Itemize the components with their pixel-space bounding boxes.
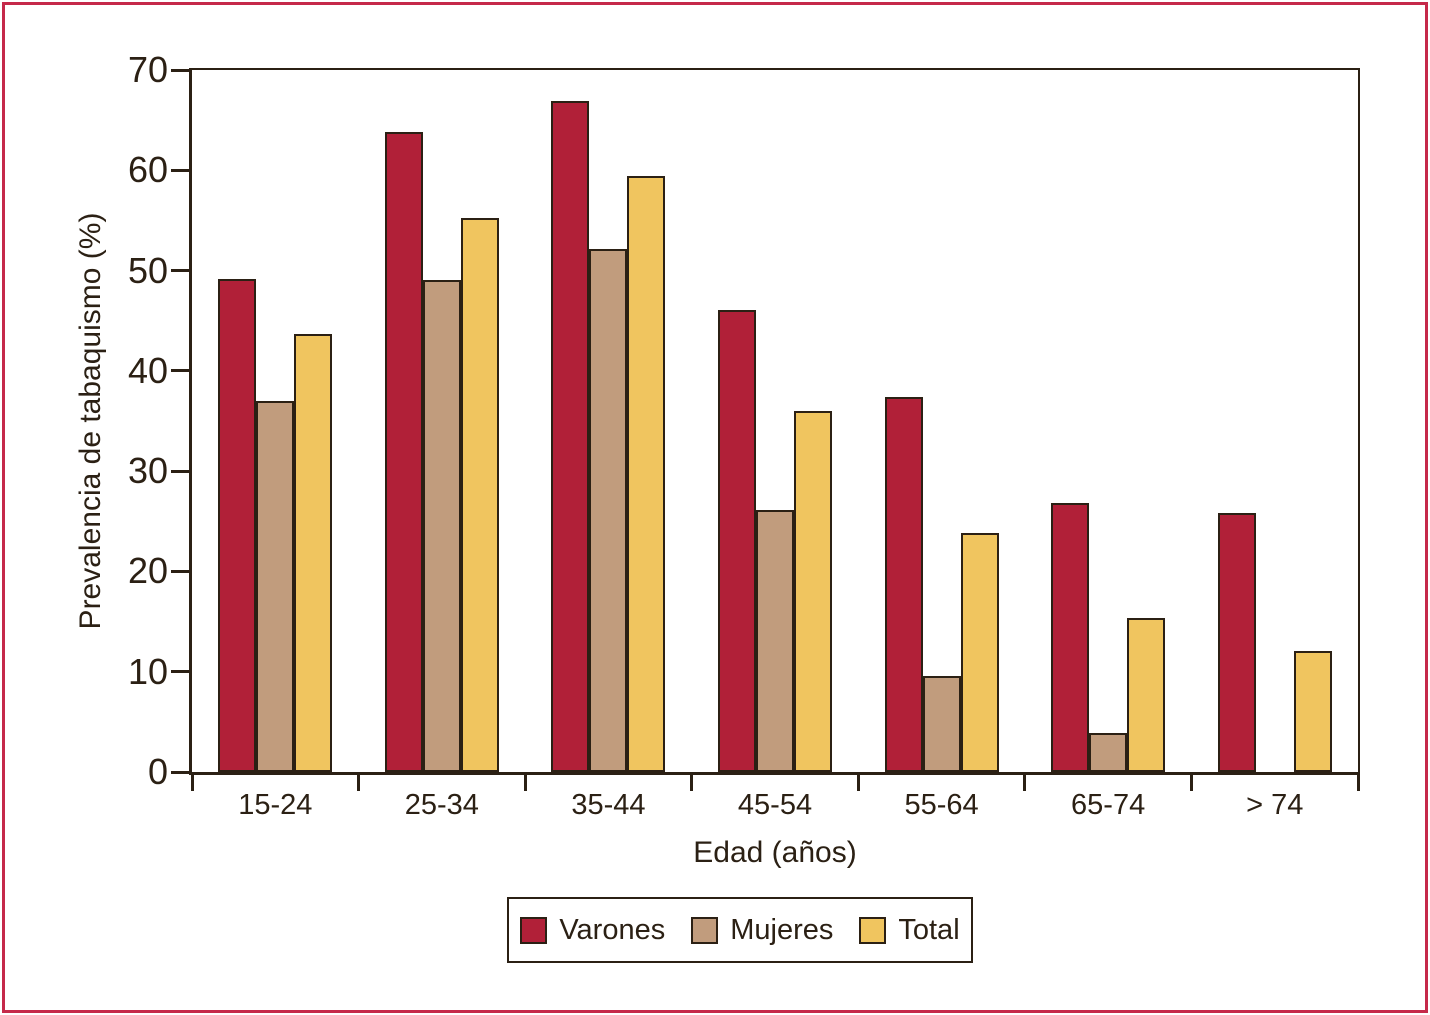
bar-total-74 bbox=[1293, 650, 1332, 772]
legend-item-total: Total bbox=[859, 913, 960, 947]
x-category-label-35-44: 35-44 bbox=[571, 789, 646, 821]
legend-item-mujeres: Mujeres bbox=[691, 914, 833, 947]
bar-mujeres-15-24 bbox=[256, 400, 295, 772]
x-tick bbox=[856, 775, 860, 791]
x-axis-title: Edad (años) bbox=[693, 836, 857, 869]
x-category-label-55-64: 55-64 bbox=[904, 789, 979, 821]
x-tick bbox=[190, 775, 194, 791]
bar-total-15-24 bbox=[294, 333, 333, 772]
y-tick bbox=[171, 469, 189, 473]
y-tick-label: 30 bbox=[127, 450, 168, 492]
x-tick bbox=[357, 775, 361, 791]
y-tick-label: 40 bbox=[127, 349, 168, 391]
y-tick-label: 70 bbox=[127, 49, 168, 90]
legend-swatch-varones bbox=[520, 916, 548, 944]
y-tick-label: 20 bbox=[127, 550, 168, 592]
bar-varones-45-54 bbox=[718, 309, 756, 772]
bar-total-45-54 bbox=[794, 410, 832, 772]
bar-total-35-44 bbox=[627, 176, 666, 772]
legend-item-varones: Varones bbox=[520, 914, 665, 947]
x-category-label-74: > 74 bbox=[1246, 789, 1304, 821]
legend-label-total: Total bbox=[898, 913, 960, 946]
y-tick bbox=[171, 68, 189, 72]
y-tick bbox=[171, 569, 189, 573]
y-tick bbox=[171, 369, 189, 373]
x-category-label-45-54: 45-54 bbox=[737, 789, 813, 821]
bar-mujeres-25-34 bbox=[422, 279, 461, 772]
x-tick bbox=[1023, 775, 1027, 791]
x-category-label-25-34: 25-34 bbox=[404, 789, 479, 821]
y-tick bbox=[171, 670, 189, 674]
x-axis-line bbox=[189, 772, 1360, 775]
bar-varones-65-74 bbox=[1051, 503, 1090, 772]
plot-frame-top bbox=[189, 68, 1360, 70]
bar-mujeres-65-74 bbox=[1089, 732, 1128, 772]
y-axis-title: Prevalencia de tabaquismo (%) bbox=[74, 212, 107, 630]
legend-swatch-mujeres bbox=[691, 916, 719, 944]
legend-label-varones: Varones bbox=[559, 913, 666, 946]
y-tick-label: 0 bbox=[147, 751, 168, 792]
bar-total-55-64 bbox=[960, 533, 999, 772]
bar-varones-74 bbox=[1217, 513, 1256, 772]
bar-mujeres-35-44 bbox=[589, 248, 628, 772]
bar-varones-25-34 bbox=[384, 132, 423, 772]
y-tick bbox=[171, 269, 189, 273]
bar-mujeres-45-54 bbox=[756, 510, 794, 772]
bar-total-65-74 bbox=[1127, 617, 1166, 772]
x-tick bbox=[1189, 775, 1193, 791]
bar-total-25-34 bbox=[460, 218, 499, 772]
y-axis-line bbox=[189, 70, 192, 772]
x-category-label-65-74: 65-74 bbox=[1071, 789, 1146, 821]
x-tick bbox=[1356, 775, 1360, 791]
y-tick-label: 60 bbox=[127, 149, 168, 191]
bar-varones-35-44 bbox=[551, 101, 590, 772]
y-tick bbox=[171, 770, 189, 774]
bar-varones-55-64 bbox=[884, 396, 923, 772]
bar-mujeres-55-64 bbox=[922, 675, 961, 772]
bar-varones-15-24 bbox=[218, 278, 257, 772]
y-tick-label: 10 bbox=[127, 650, 168, 692]
plot-frame-right bbox=[1358, 68, 1360, 772]
y-tick-label: 50 bbox=[127, 249, 168, 291]
legend: Varones Mujeres Total bbox=[507, 897, 973, 963]
x-tick bbox=[523, 775, 527, 791]
legend-label-mujeres: Mujeres bbox=[730, 913, 834, 946]
legend-swatch-total bbox=[859, 916, 887, 944]
x-tick bbox=[690, 775, 694, 791]
x-category-label-15-24: 15-24 bbox=[238, 789, 313, 821]
y-tick bbox=[171, 168, 189, 172]
